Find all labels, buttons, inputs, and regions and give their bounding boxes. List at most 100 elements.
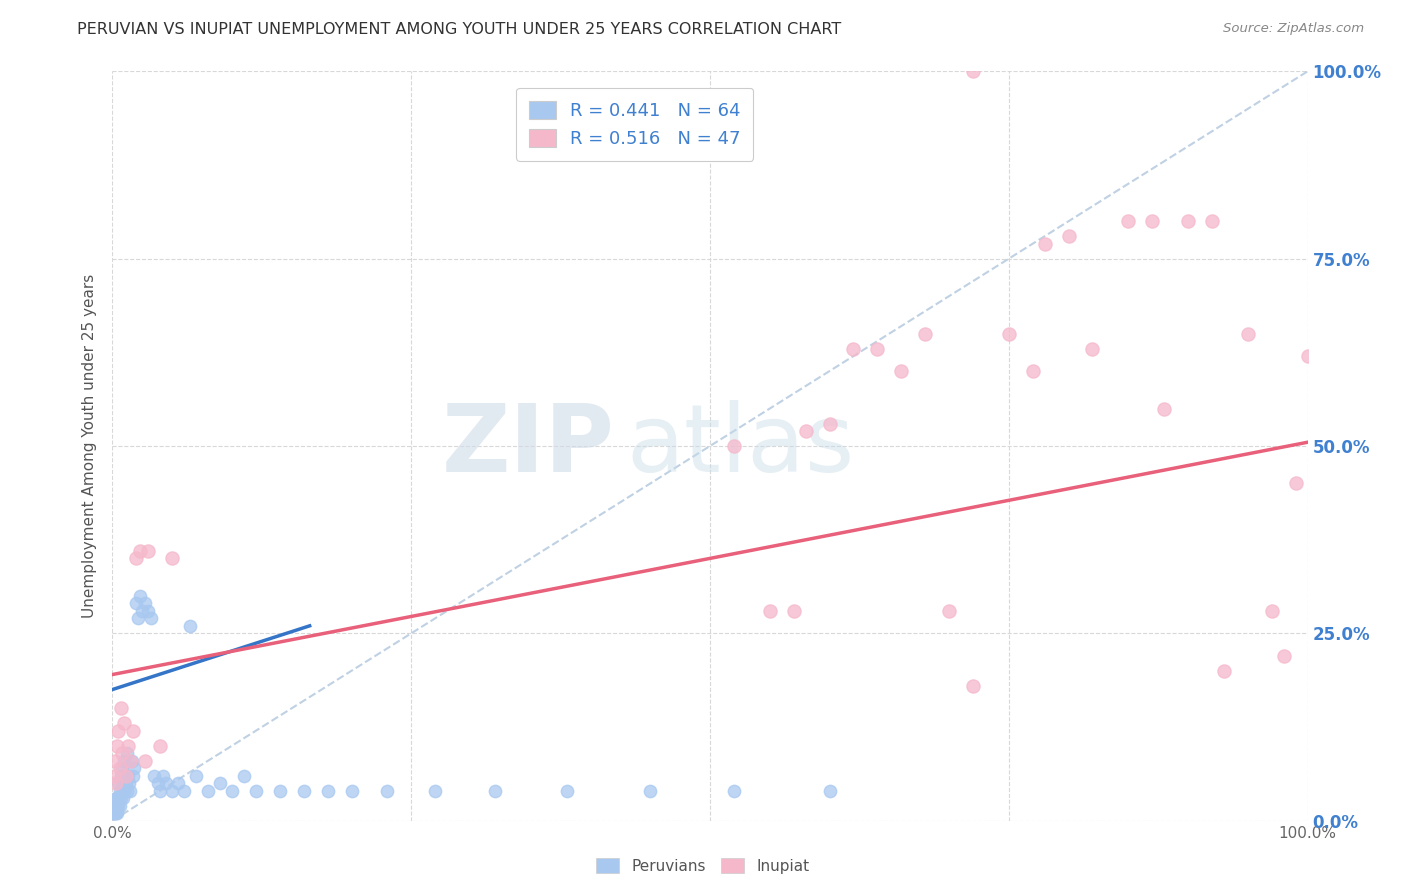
Point (167, 776, 190, 790)
Point (149, 783, 172, 797)
Point (484, 783, 506, 797)
Point (155, 776, 177, 790)
Point (162, 551, 183, 566)
Point (890, 364, 912, 378)
Point (105, 806, 128, 821)
Text: ZIP: ZIP (441, 400, 614, 492)
Point (105, 791, 128, 805)
Point (1153, 401, 1175, 416)
Point (914, 326, 936, 341)
Point (794, 424, 817, 438)
Point (107, 798, 129, 813)
Point (1118, 214, 1140, 228)
Point (782, 604, 804, 618)
Point (221, 783, 243, 797)
Point (555, 783, 578, 797)
Point (1201, 214, 1223, 228)
Point (723, 439, 745, 453)
Point (1237, 326, 1260, 341)
Point (129, 589, 152, 603)
Point (103, 769, 125, 783)
Point (245, 783, 267, 797)
Point (107, 723, 129, 738)
Point (143, 769, 166, 783)
Point (866, 342, 889, 356)
Point (115, 783, 138, 797)
Point (117, 769, 139, 783)
Point (112, 791, 135, 805)
Point (105, 798, 128, 813)
Point (105, 776, 128, 790)
Point (105, 791, 128, 805)
Point (340, 783, 363, 797)
Point (111, 761, 134, 775)
Point (152, 769, 174, 783)
Point (111, 746, 134, 760)
Point (425, 783, 447, 797)
Point (111, 783, 134, 797)
Point (818, 417, 841, 431)
Text: PERUVIAN VS INUPIAT UNEMPLOYMENT AMONG YOUTH UNDER 25 YEARS CORRELATION CHART: PERUVIAN VS INUPIAT UNEMPLOYMENT AMONG Y… (77, 22, 842, 37)
Point (121, 723, 143, 738)
Point (117, 739, 139, 753)
Point (209, 776, 232, 790)
Point (1213, 664, 1236, 678)
Point (1285, 476, 1308, 491)
Point (138, 544, 160, 558)
Point (114, 754, 135, 768)
Point (134, 596, 156, 610)
Point (108, 783, 131, 797)
Point (114, 769, 136, 783)
Point (103, 806, 125, 821)
Point (108, 761, 131, 775)
Point (938, 604, 960, 618)
Y-axis label: Unemployment Among Youth under 25 years: Unemployment Among Youth under 25 years (82, 274, 97, 618)
Point (127, 611, 149, 625)
Point (107, 776, 129, 790)
Point (640, 783, 662, 797)
Point (129, 544, 152, 558)
Point (1177, 214, 1199, 228)
Point (842, 342, 865, 356)
Point (1022, 364, 1045, 378)
Point (377, 783, 399, 797)
Point (269, 783, 291, 797)
Point (115, 746, 138, 760)
Point (1081, 342, 1104, 356)
Point (125, 551, 148, 566)
Point (149, 739, 172, 753)
Point (962, 64, 984, 78)
Point (105, 739, 128, 753)
Point (121, 769, 143, 783)
Point (1261, 604, 1284, 618)
Point (197, 783, 219, 797)
Point (108, 798, 131, 813)
Point (998, 326, 1021, 341)
Point (105, 806, 128, 821)
Point (139, 611, 162, 625)
Point (118, 776, 141, 790)
Point (104, 798, 127, 813)
Point (110, 769, 132, 783)
Point (104, 754, 127, 768)
Point (112, 776, 135, 790)
Text: atlas: atlas (627, 400, 855, 492)
Point (162, 783, 183, 797)
Point (146, 776, 169, 790)
Point (1142, 214, 1164, 228)
Point (134, 754, 156, 768)
Point (173, 783, 195, 797)
Point (723, 783, 745, 797)
Point (110, 791, 132, 805)
Point (962, 679, 984, 693)
Point (138, 604, 160, 618)
Point (186, 769, 208, 783)
Point (122, 761, 145, 775)
Point (104, 806, 127, 821)
Point (131, 604, 153, 618)
Point (818, 783, 841, 797)
Point (233, 769, 256, 783)
Point (759, 604, 782, 618)
Point (125, 596, 148, 610)
Point (179, 619, 201, 633)
